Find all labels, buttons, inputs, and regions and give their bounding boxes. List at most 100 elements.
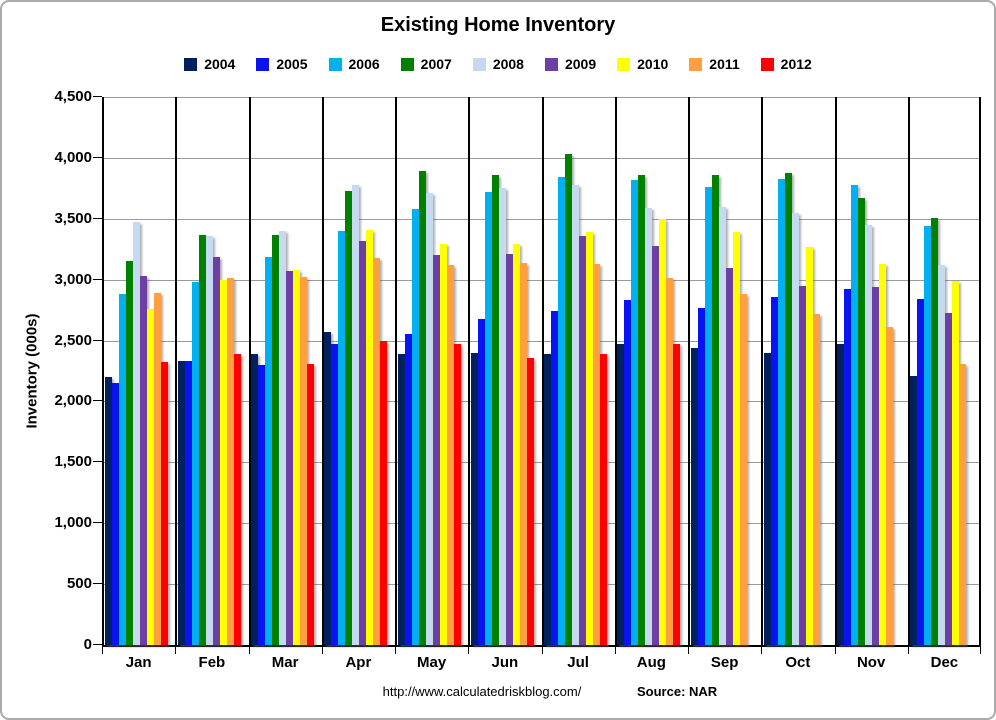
bar-2009-Nov	[872, 286, 879, 645]
bar-2012-Aug	[673, 344, 681, 645]
bar-2004-Aug	[617, 344, 625, 645]
month-separator	[541, 97, 544, 645]
bar-2011-Oct	[812, 313, 820, 645]
y-axis-tick	[93, 461, 102, 463]
month-label-Jan: Jan	[125, 654, 152, 671]
bar-2005-Dec	[917, 299, 925, 645]
month-label-Jun: Jun	[491, 654, 519, 671]
y-axis-line	[102, 97, 104, 645]
y-tick-label-1000: 1,000	[54, 514, 92, 532]
bar-2008-Aug	[645, 207, 653, 645]
month-separator	[614, 97, 617, 645]
month-separator	[979, 97, 981, 645]
bar-2008-Apr	[352, 184, 360, 645]
legend-swatch-2005	[256, 57, 270, 71]
bar-2006-Jul	[558, 177, 565, 645]
legend-swatch-2012	[760, 57, 774, 71]
bar-2004-May	[397, 353, 405, 645]
y-axis-tick	[93, 400, 102, 402]
bar-2008-Mar	[279, 230, 286, 645]
month-label-May: May	[417, 654, 447, 671]
y-axis-tick	[93, 96, 102, 97]
bar-2005-May	[404, 334, 412, 645]
legend-label: 2010	[637, 56, 669, 72]
x-axis-tick	[614, 647, 616, 654]
bar-2008-Feb	[205, 235, 213, 645]
bar-2005-Jan	[111, 383, 119, 645]
bar-2009-Feb	[212, 256, 220, 645]
bar-2010-May	[439, 244, 447, 645]
bar-2006-Dec	[924, 226, 932, 645]
bar-2011-Aug	[666, 278, 674, 645]
bar-2004-Dec	[910, 375, 918, 645]
bar-2011-Jun	[519, 262, 527, 645]
bar-2011-Feb	[226, 278, 234, 645]
y-tick-label-1500: 1,500	[54, 453, 92, 471]
bar-2012-Jul	[600, 353, 607, 645]
bar-2010-Sep	[732, 232, 740, 645]
footer-url: http://www.calculatedriskblog.com/	[382, 684, 582, 699]
bar-2007-Oct	[784, 172, 792, 645]
bar-2009-Dec	[945, 312, 953, 645]
legend-item-2009: 2009	[544, 56, 597, 72]
legend-swatch-2010	[617, 57, 631, 71]
legend-label: 2008	[492, 56, 524, 72]
bar-2009-Mar	[286, 271, 293, 645]
footer-source-label: Source: NAR	[637, 684, 718, 699]
y-tick-label-500: 500	[66, 575, 92, 593]
bar-2004-Nov	[837, 344, 844, 645]
bar-2009-Aug	[652, 245, 660, 645]
bar-2012-May	[453, 344, 461, 645]
bar-2007-Dec	[931, 217, 939, 645]
bar-2012-Feb	[233, 353, 241, 645]
month-label-Aug: Aug	[636, 654, 666, 671]
bar-2008-Oct	[791, 212, 799, 645]
bar-2006-Oct	[777, 178, 785, 645]
legend-item-2007: 2007	[400, 56, 452, 72]
bar-2009-Jul	[579, 235, 586, 645]
bar-2010-Apr	[366, 229, 374, 645]
chart-title: Existing Home Inventory	[380, 14, 616, 36]
x-axis-tick	[102, 647, 103, 654]
bar-2011-Jan	[153, 293, 161, 645]
bar-2006-Jan	[118, 294, 126, 645]
bar-2011-Nov	[886, 327, 893, 645]
bar-2005-Nov	[844, 289, 851, 645]
month-separator	[175, 97, 178, 645]
bar-2007-Apr	[345, 190, 353, 645]
legend-label: 2009	[564, 56, 597, 72]
bar-2009-May	[432, 255, 440, 645]
legend-label: 2005	[276, 56, 308, 72]
month-label-Nov: Nov	[856, 654, 886, 671]
bar-2004-Apr	[324, 332, 332, 645]
bar-2011-Apr	[373, 257, 381, 645]
legend-label: 2012	[780, 56, 812, 72]
bar-2007-Nov	[858, 198, 865, 645]
y-axis-tick	[93, 583, 102, 585]
x-axis-month-labels: Jan Feb Mar Apr May Jun Jul Aug Sep Oct Nov Dec	[102, 654, 981, 674]
bar-2009-Jan	[139, 276, 147, 645]
bar-2011-Jul	[593, 263, 600, 645]
x-axis-tick	[468, 647, 470, 654]
legend-item-2006: 2006	[328, 56, 380, 72]
month-separator	[834, 97, 837, 645]
x-axis-tick	[980, 647, 981, 654]
y-axis-tick-labels: 4,500 4,000 3,500 3,000 2,500 2,000 1,500 1,000…	[2, 88, 92, 653]
y-axis-tick	[93, 339, 102, 341]
month-label-Apr: Apr	[345, 654, 372, 671]
bar-2004-Feb	[177, 361, 185, 645]
bar-2006-Aug	[631, 179, 639, 645]
bar-2010-Jul	[586, 232, 593, 645]
bar-2009-Jun	[505, 254, 513, 645]
bar-2008-Dec	[938, 265, 946, 645]
month-label-Jul: Jul	[567, 654, 589, 671]
month-separator	[321, 97, 324, 645]
bar-2007-Aug	[638, 174, 646, 645]
bar-2005-Apr	[331, 344, 339, 645]
legend-item-2012: 2012	[760, 56, 812, 72]
bar-2009-Oct	[798, 285, 806, 645]
legend: 2004 2005 2006 2007 2008 2009 2010 2011 2012	[2, 56, 994, 72]
legend-label: 2007	[420, 56, 452, 72]
bar-2007-Mar	[272, 234, 279, 645]
bar-2012-Jan	[160, 362, 168, 645]
